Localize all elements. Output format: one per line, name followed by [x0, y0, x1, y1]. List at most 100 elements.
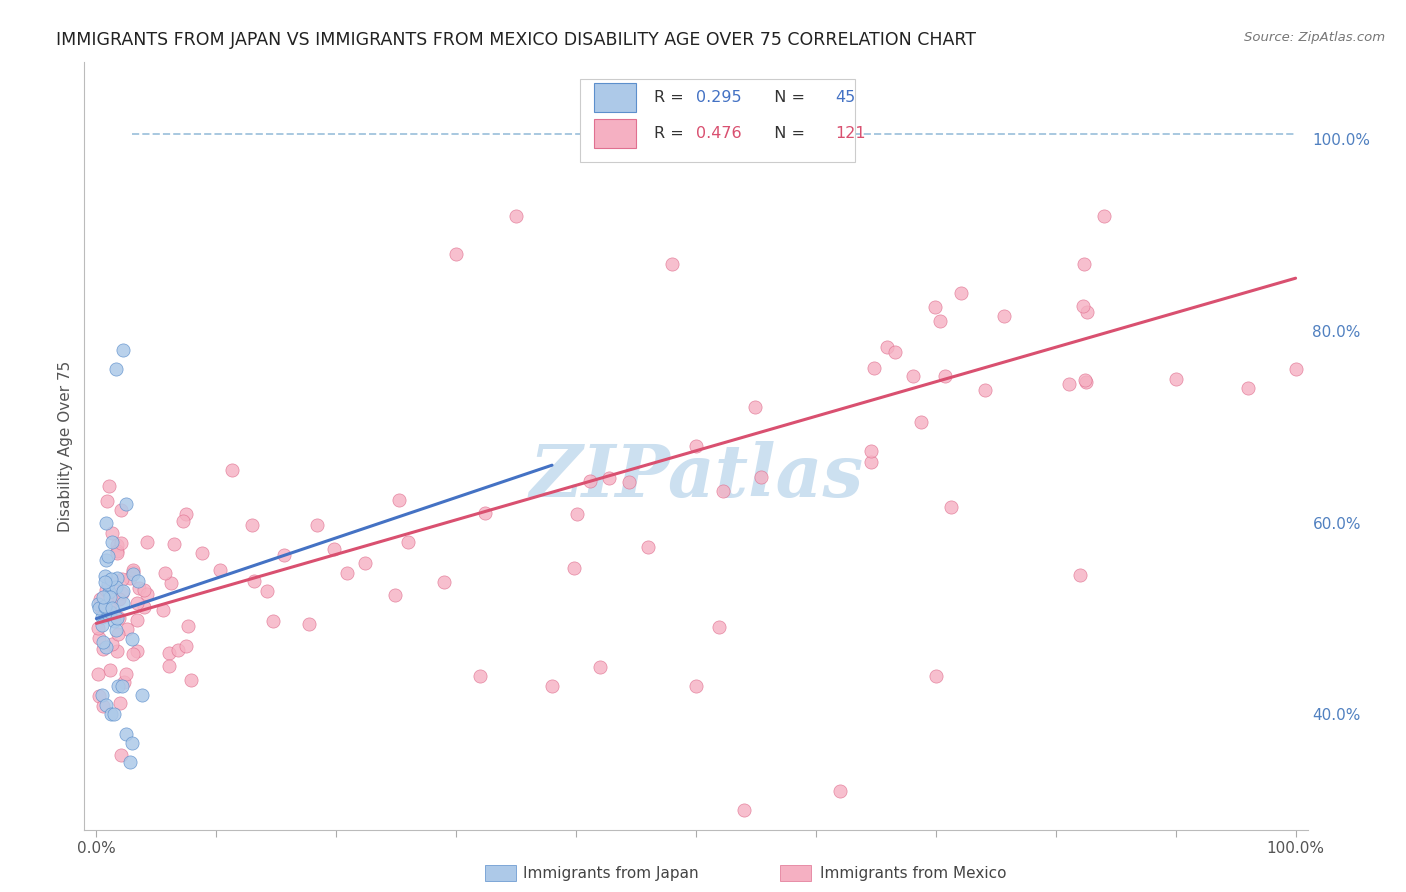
Point [1284, 362, 1306, 376]
Point [589, 659, 612, 673]
Point [122, 647, 145, 661]
Point [305, 518, 328, 533]
Point [96, 582, 118, 597]
Point [100, 572, 122, 586]
Point [883, 344, 905, 359]
Point [167, 643, 190, 657]
Point [637, 541, 659, 555]
Point [125, 613, 148, 627]
Point [863, 361, 886, 376]
Point [619, 475, 641, 489]
Point [925, 669, 948, 683]
Point [122, 562, 145, 576]
Point [115, 622, 138, 636]
Point [91, 617, 114, 632]
Bar [595, 120, 636, 148]
Point [91, 635, 114, 649]
Text: Source: ZipAtlas.com: Source: ZipAtlas.com [1244, 31, 1385, 45]
Point [107, 679, 129, 693]
Point [474, 506, 496, 520]
Y-axis label: Disability Age Over 75: Disability Age Over 75 [58, 360, 73, 532]
Point [105, 644, 128, 658]
Point [94, 516, 117, 530]
Point [108, 611, 131, 625]
Point [98, 663, 121, 677]
Point [711, 483, 734, 498]
Point [336, 566, 359, 580]
Point [136, 535, 159, 549]
Point [100, 637, 122, 651]
Point [1076, 305, 1098, 319]
Point [115, 667, 138, 681]
Point [157, 659, 180, 673]
Point [468, 669, 491, 683]
Point [939, 500, 962, 514]
Point [859, 443, 882, 458]
Point [110, 536, 132, 550]
Point [354, 556, 377, 570]
Point [90, 601, 112, 615]
Point [104, 623, 127, 637]
Text: N =: N = [765, 127, 811, 141]
Point [125, 596, 148, 610]
Point [91, 699, 114, 714]
Point [661, 257, 683, 271]
Point [562, 560, 585, 574]
FancyBboxPatch shape [579, 79, 855, 162]
Point [273, 548, 295, 562]
Point [396, 534, 419, 549]
Point [103, 614, 125, 628]
Point [86, 597, 108, 611]
Point [86, 621, 108, 635]
Point [98, 591, 121, 605]
Point [121, 632, 143, 646]
Point [100, 707, 122, 722]
Text: Immigrants from Mexico: Immigrants from Mexico [820, 866, 1007, 880]
Point [744, 400, 766, 414]
Point [107, 627, 129, 641]
Text: N =: N = [765, 90, 811, 105]
Point [685, 439, 707, 453]
Text: IMMIGRANTS FROM JAPAN VS IMMIGRANTS FROM MEXICO DISABILITY AGE OVER 75 CORRELATI: IMMIGRANTS FROM JAPAN VS IMMIGRANTS FROM… [56, 31, 976, 49]
Point [94, 574, 117, 589]
Bar [595, 83, 636, 112]
Point [100, 605, 122, 619]
Point [1236, 382, 1258, 396]
Point [91, 689, 114, 703]
Point [96, 640, 118, 655]
Point [115, 727, 138, 741]
Point [111, 586, 134, 600]
Text: 0.295: 0.295 [696, 90, 741, 105]
Point [86, 666, 108, 681]
Point [105, 580, 128, 594]
Point [1057, 377, 1080, 392]
Point [163, 537, 186, 551]
Point [121, 566, 143, 581]
Point [240, 517, 263, 532]
Point [103, 707, 125, 722]
Point [101, 600, 124, 615]
Point [860, 455, 883, 469]
Point [876, 341, 898, 355]
Point [134, 600, 156, 615]
Point [127, 574, 149, 588]
Point [828, 784, 851, 798]
Point [96, 493, 118, 508]
Point [98, 479, 121, 493]
Point [94, 599, 117, 614]
Point [87, 632, 110, 646]
Point [108, 591, 131, 606]
Point [112, 583, 135, 598]
Point [100, 596, 122, 610]
Point [929, 314, 952, 328]
Point [924, 300, 946, 314]
Text: 45: 45 [835, 90, 856, 105]
Point [709, 620, 731, 634]
Point [110, 697, 132, 711]
Point [1164, 372, 1187, 386]
Point [101, 576, 124, 591]
Point [1071, 299, 1094, 313]
Point [110, 747, 132, 762]
Point [1073, 257, 1095, 271]
Text: R =: R = [654, 90, 689, 105]
